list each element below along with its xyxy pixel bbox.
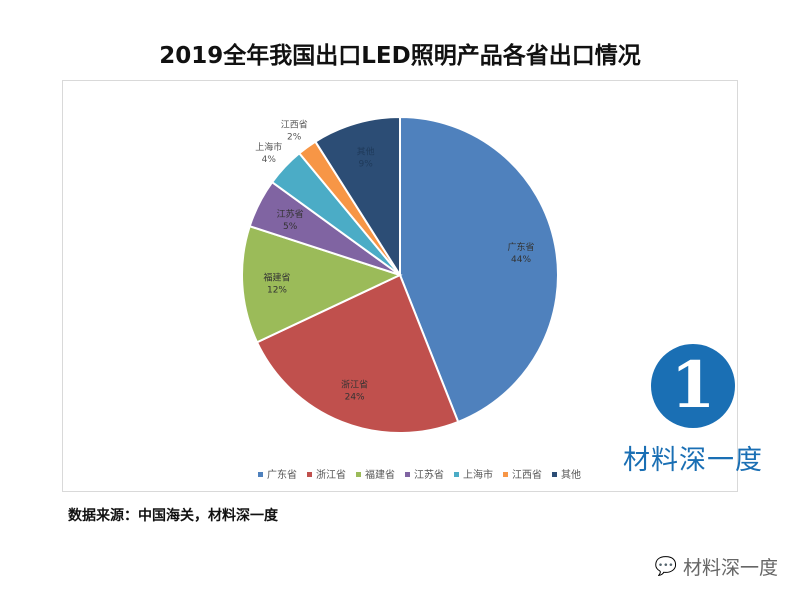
legend-swatch bbox=[454, 472, 459, 477]
legend-swatch bbox=[258, 472, 263, 477]
legend-label: 江西省 bbox=[512, 468, 542, 481]
legend-label: 福建省 bbox=[365, 468, 395, 481]
slice-category-label: 江西省 bbox=[281, 118, 308, 130]
logo: 1 材料深一度 bbox=[603, 344, 783, 477]
logo-text: 材料深一度 bbox=[623, 445, 763, 476]
chart-area: 1 材料深一度 bbox=[62, 80, 762, 492]
logo-mark: 1 bbox=[651, 344, 735, 428]
pie-slice bbox=[399, 115, 559, 424]
legend-swatch bbox=[405, 472, 410, 477]
watermark-text: 材料深一度 bbox=[682, 557, 778, 579]
slice-category-label: 广东省 bbox=[508, 241, 535, 253]
slice-category-label: 福建省 bbox=[263, 272, 290, 284]
wechat-icon: 💬 bbox=[654, 556, 677, 577]
legend-swatch bbox=[552, 472, 557, 477]
legend-label: 上海市 bbox=[463, 468, 493, 481]
slice-value-label: 24% bbox=[345, 393, 365, 403]
slice-value-label: 9% bbox=[358, 160, 373, 170]
pie-slice bbox=[313, 115, 401, 279]
slice-value-label: 12% bbox=[267, 286, 287, 296]
slice-category-label: 江苏省 bbox=[277, 208, 304, 220]
legend-label: 江苏省 bbox=[414, 468, 444, 481]
slice-category-label: 其他 bbox=[357, 146, 375, 158]
slice-category-label: 浙江省 bbox=[341, 379, 368, 391]
slice-value-label: 5% bbox=[283, 222, 298, 232]
chart-title: 2019全年我国出口LED照明产品各省出口情况 bbox=[159, 43, 641, 69]
slice-value-label: 44% bbox=[511, 255, 531, 265]
pie-slice bbox=[255, 273, 460, 434]
legend-swatch bbox=[307, 472, 312, 477]
watermark: 💬 材料深一度 bbox=[655, 553, 778, 580]
slice-category-label: 上海市 bbox=[255, 141, 282, 153]
legend-label: 其他 bbox=[561, 468, 581, 481]
source-note: 数据来源：中国海关，材料深一度 bbox=[68, 508, 278, 524]
pie-slice bbox=[241, 224, 403, 344]
legend-label: 浙江省 bbox=[316, 468, 346, 481]
slice-value-label: 2% bbox=[287, 132, 302, 142]
slice-value-label: 4% bbox=[262, 155, 277, 165]
legend-swatch bbox=[503, 472, 508, 477]
legend-label: 广东省 bbox=[267, 468, 297, 481]
legend-swatch bbox=[356, 472, 361, 477]
